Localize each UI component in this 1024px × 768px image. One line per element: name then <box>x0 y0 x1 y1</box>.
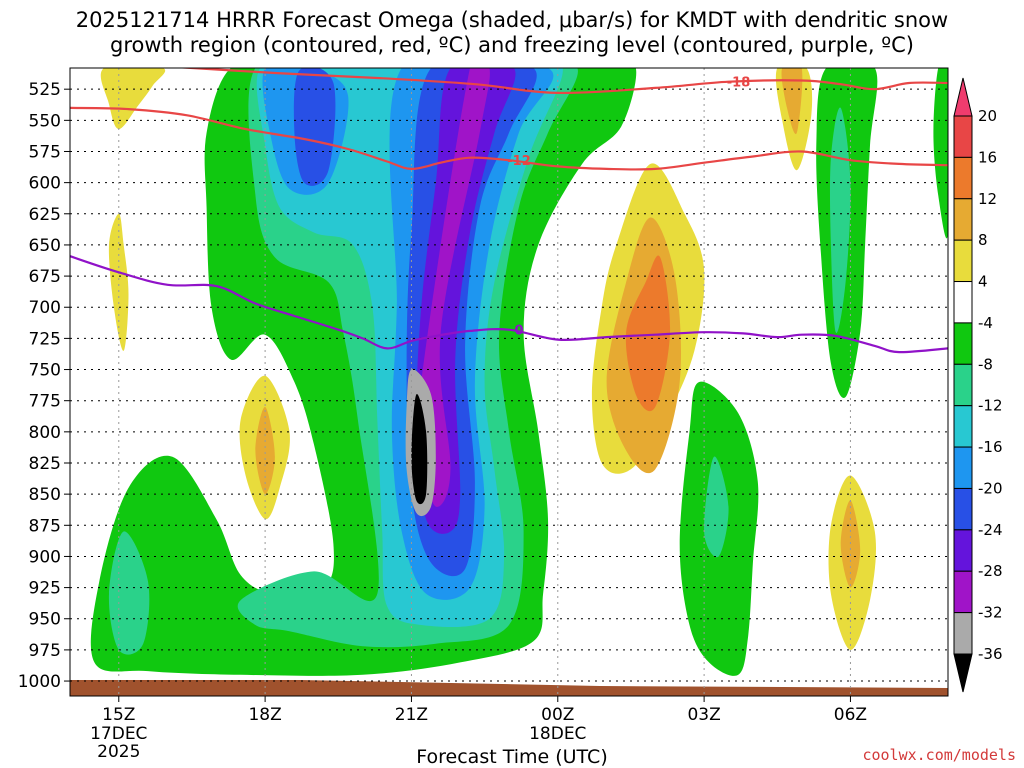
terrain-surface <box>70 680 948 696</box>
omega-region-18 <box>829 107 851 333</box>
colorbar-swatch-8 <box>953 405 973 448</box>
contour-line-2 <box>70 255 948 354</box>
y-tick-label-5: 650 <box>29 236 61 256</box>
omega-region-7 <box>781 68 803 135</box>
colorbar-label-6: -8 <box>978 355 993 373</box>
colorbar-swatch-0 <box>953 77 973 117</box>
colorbar-swatch-14 <box>953 653 973 693</box>
omega-region-25 <box>417 68 490 507</box>
omega-region-17 <box>704 456 729 558</box>
colorbar-label-10: -24 <box>978 521 1003 539</box>
x-axis-title: Forecast Time (UTC) <box>416 746 608 768</box>
y-tick-label-18: 975 <box>29 641 61 661</box>
x-tick-label-1: 18Z <box>248 705 281 725</box>
colorbar-swatch-4 <box>953 239 973 283</box>
contour-line-0 <box>174 68 948 95</box>
omega-region-9 <box>840 500 861 588</box>
y-tick-label-0: 525 <box>29 80 61 100</box>
omega-region-22 <box>293 68 336 186</box>
omega-region-1 <box>108 213 129 351</box>
x-tick-label-3: 00Z <box>541 705 574 725</box>
y-tick-label-10: 775 <box>29 392 61 412</box>
colorbar-label-2: 12 <box>978 190 997 208</box>
omega-region-8 <box>255 406 275 495</box>
colorbar-label-1: 16 <box>978 148 997 166</box>
contour-label-0: -18 <box>727 76 751 91</box>
y-tick-label-8: 725 <box>29 329 61 349</box>
colorbar-swatch-12 <box>953 570 973 614</box>
plot-area: -18 -12 0 <box>69 67 949 697</box>
y-tick-label-17: 950 <box>29 610 61 630</box>
omega-shading <box>90 68 948 676</box>
credit-text: coolwx.com/models <box>862 746 1016 764</box>
colorbar-swatch-10 <box>953 487 973 531</box>
colorbar-swatch-7 <box>953 363 973 407</box>
colorbar-label-9: -20 <box>978 479 1003 497</box>
omega-region-14 <box>933 68 948 239</box>
colorbar-label-4: 4 <box>978 273 988 291</box>
y-tick-label-19: 1000 <box>18 672 61 692</box>
x-tick-sublabel-0-0: 17DEC <box>90 724 147 744</box>
temperature-contours: -18 -12 0 <box>70 68 948 354</box>
omega-region-27 <box>411 394 428 505</box>
colorbar-swatch-3 <box>953 198 973 241</box>
colorbar-label-11: -28 <box>978 562 1003 580</box>
x-tick-label-4: 03Z <box>687 705 720 725</box>
omega-region-0 <box>100 68 166 130</box>
x-tick-label-5: 06Z <box>834 705 867 725</box>
y-tick-label-14: 875 <box>29 516 61 536</box>
omega-region-16 <box>108 531 150 655</box>
grid-lines <box>70 68 948 696</box>
y-tick-label-11: 800 <box>29 423 61 443</box>
y-tick-label-9: 750 <box>29 361 61 381</box>
y-tick-label-6: 675 <box>29 267 61 287</box>
colorbar-label-12: -32 <box>978 604 1003 622</box>
y-tick-label-15: 900 <box>29 547 61 567</box>
colorbar-swatch-9 <box>953 446 973 489</box>
chart-title-line1: 2025121714 HRRR Forecast Omega (shaded, … <box>75 8 949 32</box>
contour-label-2: 0 <box>514 324 523 339</box>
chart-title-line2: growth region (contoured, red, ºC) and f… <box>110 33 914 57</box>
colorbar-swatch-6 <box>953 322 973 365</box>
colorbar: 20 16 12 8 4 -4 -8 -12 -16 -20 -24 -28 -32 -36 <box>953 77 1003 693</box>
colorbar-swatch-11 <box>953 529 973 572</box>
x-tick-sublabel-3-0: 18DEC <box>529 724 586 744</box>
y-tick-label-16: 925 <box>29 579 61 599</box>
omega-region-10 <box>625 255 671 412</box>
colorbar-swatch-5 <box>953 281 973 324</box>
y-tick-label-13: 850 <box>29 485 61 505</box>
y-tick-label-3: 600 <box>29 174 61 194</box>
colorbar-swatch-2 <box>953 156 973 200</box>
y-tick-label-7: 700 <box>29 298 61 318</box>
contour-line-1 <box>70 106 948 171</box>
colorbar-label-5: -4 <box>978 314 993 332</box>
contour-label-1: -12 <box>507 154 531 169</box>
plot-frame <box>69 67 949 697</box>
colorbar-label-0: 20 <box>978 107 997 125</box>
colorbar-label-3: 8 <box>978 231 988 249</box>
x-tick-label-0: 15Z <box>102 705 135 725</box>
colorbar-label-13: -36 <box>978 645 1003 663</box>
y-tick-label-12: 825 <box>29 454 61 474</box>
x-tick-label-2: 21Z <box>395 705 428 725</box>
y-tick-label-2: 575 <box>29 142 61 162</box>
y-axis: 525 550 575 600 625 650 675 700 725 750 775 800 825 8… <box>18 80 70 692</box>
colorbar-swatch-13 <box>953 612 973 655</box>
colorbar-swatch-1 <box>953 115 973 158</box>
colorbar-label-8: -16 <box>978 438 1003 456</box>
y-tick-label-1: 550 <box>29 111 61 131</box>
y-tick-label-4: 625 <box>29 205 61 225</box>
x-tick-sublabel-0-1: 2025 <box>97 742 140 762</box>
colorbar-label-7: -12 <box>978 397 1003 415</box>
